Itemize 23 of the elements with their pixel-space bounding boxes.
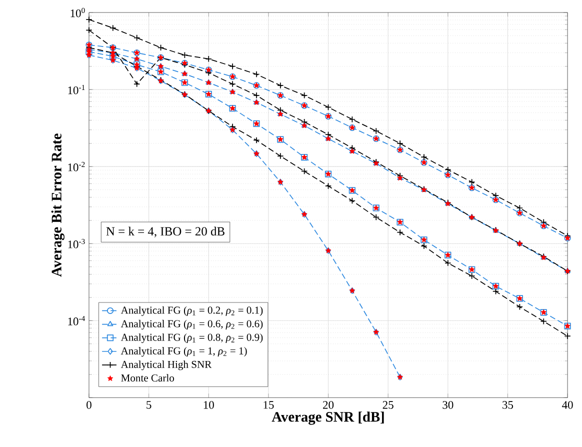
y-tick-label: 10$^{-4}$ [68,316,85,326]
y-tick-label: 10$^{0}$ [70,8,85,18]
x-tick-label: 0 [86,401,92,409]
x-tick-label: 15 [264,401,274,409]
x-tick-label: 30 [442,401,454,409]
legend-label: Analytical FG (ρ$_{1}$ = 0.8, ρ$_{2}$ = 0.9) [120,334,263,344]
annotation: N = k = 4, IBO = 20 dB [106,226,224,238]
x-tick-label: 5 [146,401,152,409]
y-tick-label: 10$^{-2}$ [68,162,85,172]
y-axis-title: Average Bit Error Rate [51,134,64,277]
legend-label: Analytical FG (ρ$_{1}$ = 1, ρ$_{2}$ = 1) [120,347,247,357]
legend-label: Monte Carlo [121,374,174,382]
x-tick-label: 20 [323,401,334,409]
x-tick-label: 25 [382,401,394,409]
y-tick-label: 10$^{-3}$ [68,239,85,248]
x-axis-title: Average SNR [dB] [272,412,384,425]
y-tick-label: 10$^{-1}$ [68,84,85,94]
legend-label: Analytical High SNR [120,360,212,370]
legend-label: Analytical FG (ρ$_{1}$ = 0.2, ρ$_{2}$ = 0.1) [120,306,263,316]
x-tick-label: 35 [502,401,514,409]
x-tick-label: 40 [562,401,573,409]
x-tick-label: 10 [204,401,214,409]
legend-label: Analytical FG (ρ$_{1}$ = 0.6, ρ$_{2}$ = 0.6) [120,320,263,330]
